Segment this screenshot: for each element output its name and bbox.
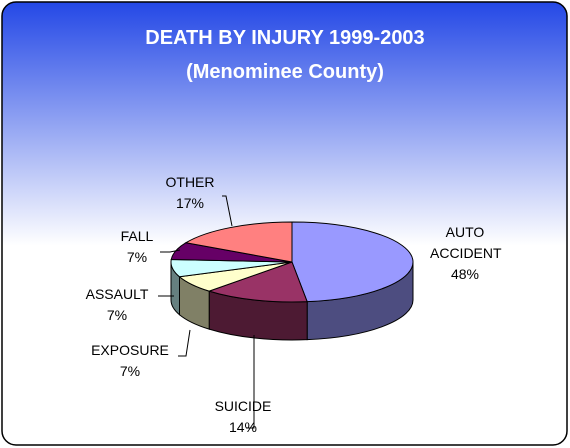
leader-line [246,335,255,429]
leader-lines [158,195,255,429]
slice-category-label: AUTO ACCIDENT [430,224,502,261]
slice-value-label: 7% [119,363,141,379]
pie-slice [207,261,308,303]
slice-category-label: OTHER [165,174,215,190]
slice-value-label: 14% [228,419,258,435]
chart-subtitle: (Menominee County) [186,61,384,83]
chart-title: DEATH BY INJURY 1999-2003 [145,27,424,49]
slice-label: AUTO ACCIDENT 48% [430,222,502,285]
slice-category-label: ASSAULT [85,286,149,302]
pie-slice [184,221,293,263]
slice-label: ASSAULT 7% [72,284,162,326]
leader-line [178,329,191,357]
slice-category-label: FALL [120,228,154,244]
slice-category-label: EXPOSURE [91,342,169,358]
slice-value-label: 17% [175,195,205,211]
pie [170,221,414,341]
leader-line [222,195,233,227]
leader-line [160,249,181,253]
slice-category-label: SUICIDE [214,398,272,414]
slice-label: SUICIDE 14% [198,396,288,438]
slice-label: FALL 7% [92,226,182,268]
slice-label: EXPOSURE 7% [85,340,175,382]
slice-label: OTHER 17% [145,172,235,214]
slice-value-label: 7% [126,249,148,265]
slice-value-label: 7% [106,307,128,323]
pie-slice [291,221,414,303]
slice-value-label: 48% [450,266,480,282]
